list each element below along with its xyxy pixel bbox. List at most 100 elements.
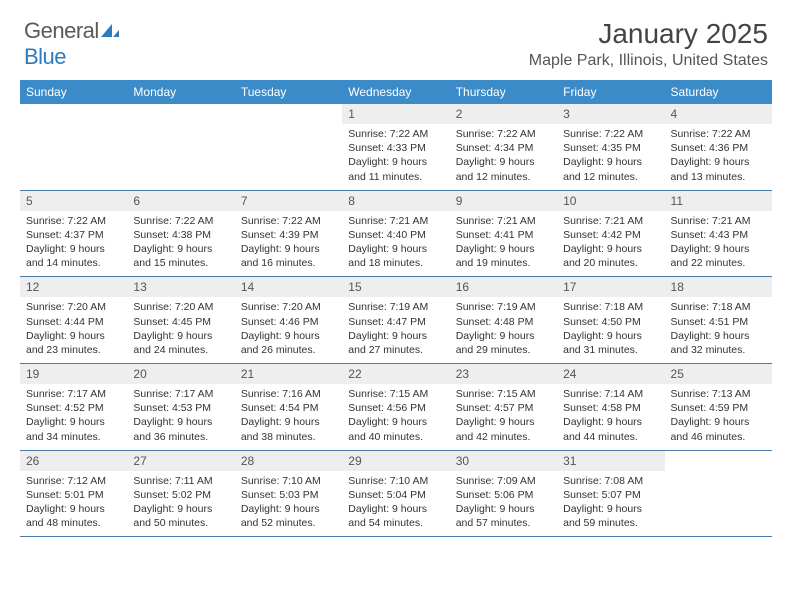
sunset-line: Sunset: 4:53 PM: [133, 401, 228, 415]
sunset-line: Sunset: 4:56 PM: [348, 401, 443, 415]
day-number: 24: [557, 364, 664, 384]
dow-header: Saturday: [665, 80, 772, 104]
day-cell: 10Sunrise: 7:21 AMSunset: 4:42 PMDayligh…: [557, 190, 664, 277]
sunset-line: Sunset: 5:07 PM: [563, 488, 658, 502]
day-body: Sunrise: 7:22 AMSunset: 4:35 PMDaylight:…: [557, 124, 664, 190]
day-body: Sunrise: 7:15 AMSunset: 4:56 PMDaylight:…: [342, 384, 449, 450]
day-cell: 9Sunrise: 7:21 AMSunset: 4:41 PMDaylight…: [450, 190, 557, 277]
day-cell: 25Sunrise: 7:13 AMSunset: 4:59 PMDayligh…: [665, 364, 772, 451]
sunset-line: Sunset: 5:01 PM: [26, 488, 121, 502]
sunrise-line: Sunrise: 7:22 AM: [241, 214, 336, 228]
day-cell: 27Sunrise: 7:11 AMSunset: 5:02 PMDayligh…: [127, 450, 234, 537]
day-cell: 22Sunrise: 7:15 AMSunset: 4:56 PMDayligh…: [342, 364, 449, 451]
week-row: 1Sunrise: 7:22 AMSunset: 4:33 PMDaylight…: [20, 104, 772, 190]
daylight-line: Daylight: 9 hours and 34 minutes.: [26, 415, 121, 443]
sunrise-line: Sunrise: 7:20 AM: [26, 300, 121, 314]
daylight-line: Daylight: 9 hours and 48 minutes.: [26, 502, 121, 530]
day-body: Sunrise: 7:17 AMSunset: 4:53 PMDaylight:…: [127, 384, 234, 450]
day-number: 17: [557, 277, 664, 297]
day-number: 22: [342, 364, 449, 384]
day-body: Sunrise: 7:19 AMSunset: 4:47 PMDaylight:…: [342, 297, 449, 363]
day-body: Sunrise: 7:18 AMSunset: 4:50 PMDaylight:…: [557, 297, 664, 363]
day-number: 25: [665, 364, 772, 384]
week-row: 5 Sunrise: 7:22 AM Sunset: 4:37 PM Daylight…: [20, 190, 772, 277]
day-body: Sunrise: 7:16 AMSunset: 4:54 PMDaylight:…: [235, 384, 342, 450]
day-cell: 19Sunrise: 7:17 AMSunset: 4:52 PMDayligh…: [20, 364, 127, 451]
daylight-line: Daylight: 9 hours and 44 minutes.: [563, 415, 658, 443]
dow-header: Friday: [557, 80, 664, 104]
dow-header: Monday: [127, 80, 234, 104]
dow-header: Tuesday: [235, 80, 342, 104]
day-cell: 6Sunrise: 7:22 AMSunset: 4:38 PMDaylight…: [127, 190, 234, 277]
calendar-table: SundayMondayTuesdayWednesdayThursdayFrid…: [20, 80, 772, 537]
sunrise-line: Sunrise: 7:13 AM: [671, 387, 766, 401]
day-number: 6: [127, 191, 234, 211]
sunset-line: Sunset: 4:37 PM: [26, 228, 121, 242]
day-cell: 5Sunrise: 7:22 AMSunset: 4:37 PMDaylight…: [20, 190, 127, 277]
logo-text: GeneralBlue: [24, 18, 119, 70]
day-body: Sunrise: 7:11 AMSunset: 5:02 PMDaylight:…: [127, 471, 234, 537]
sunrise-line: Sunrise: 7:14 AM: [563, 387, 658, 401]
day-number: 12: [20, 277, 127, 297]
day-number: 18: [665, 277, 772, 297]
logo-sail-icon: [101, 18, 119, 44]
title-block: January 2025 Maple Park, Illinois, Unite…: [529, 18, 768, 70]
day-cell: 17Sunrise: 7:18 AMSunset: 4:50 PMDayligh…: [557, 277, 664, 364]
day-body: Sunrise: 7:22 AMSunset: 4:38 PMDaylight:…: [127, 211, 234, 277]
sunrise-line: Sunrise: 7:15 AM: [348, 387, 443, 401]
daylight-line: Daylight: 9 hours and 50 minutes.: [133, 502, 228, 530]
daylight-line: Daylight: 9 hours and 40 minutes.: [348, 415, 443, 443]
day-number: 9: [450, 191, 557, 211]
day-cell: 18Sunrise: 7:18 AMSunset: 4:51 PMDayligh…: [665, 277, 772, 364]
sunrise-line: Sunrise: 7:12 AM: [26, 474, 121, 488]
daylight-line: Daylight: 9 hours and 29 minutes.: [456, 329, 551, 357]
day-number: 30: [450, 451, 557, 471]
day-body: Sunrise: 7:22 AMSunset: 4:39 PMDaylight:…: [235, 211, 342, 277]
day-body: Sunrise: 7:22 AMSunset: 4:34 PMDaylight:…: [450, 124, 557, 190]
day-body: Sunrise: 7:20 AMSunset: 4:46 PMDaylight:…: [235, 297, 342, 363]
day-number: 4: [665, 104, 772, 124]
daylight-line: Daylight: 9 hours and 13 minutes.: [671, 155, 766, 183]
day-cell: 24Sunrise: 7:14 AMSunset: 4:58 PMDayligh…: [557, 364, 664, 451]
week-row: 19Sunrise: 7:17 AMSunset: 4:52 PMDayligh…: [20, 364, 772, 451]
calendar-body: 1 Sunrise: 7:22 AM Sunset: 4:33 PM Daylight…: [20, 104, 772, 537]
sunset-line: Sunset: 4:33 PM: [348, 141, 443, 155]
sunset-line: Sunset: 4:47 PM: [348, 315, 443, 329]
dow-header: Wednesday: [342, 80, 449, 104]
page-header: GeneralBlue January 2025 Maple Park, Ill…: [0, 0, 792, 70]
day-body: Sunrise: 7:17 AMSunset: 4:52 PMDaylight:…: [20, 384, 127, 450]
sunrise-line: Sunrise: 7:21 AM: [563, 214, 658, 228]
location-subtitle: Maple Park, Illinois, United States: [529, 52, 768, 70]
day-cell: 8Sunrise: 7:21 AMSunset: 4:40 PMDaylight…: [342, 190, 449, 277]
daylight-line: Daylight: 9 hours and 24 minutes.: [133, 329, 228, 357]
sunset-line: Sunset: 4:43 PM: [671, 228, 766, 242]
day-cell: 14Sunrise: 7:20 AMSunset: 4:46 PMDayligh…: [235, 277, 342, 364]
daylight-line: Daylight: 9 hours and 59 minutes.: [563, 502, 658, 530]
sunrise-line: Sunrise: 7:19 AM: [456, 300, 551, 314]
sunset-line: Sunset: 4:41 PM: [456, 228, 551, 242]
sunrise-line: Sunrise: 7:19 AM: [348, 300, 443, 314]
day-number: 5: [20, 191, 127, 211]
day-body: Sunrise: 7:14 AMSunset: 4:58 PMDaylight:…: [557, 384, 664, 450]
day-number: 11: [665, 191, 772, 211]
day-body: Sunrise: 7:08 AMSunset: 5:07 PMDaylight:…: [557, 471, 664, 537]
day-cell: 30Sunrise: 7:09 AMSunset: 5:06 PMDayligh…: [450, 450, 557, 537]
daylight-line: Daylight: 9 hours and 31 minutes.: [563, 329, 658, 357]
sunset-line: Sunset: 4:36 PM: [671, 141, 766, 155]
day-cell: 11Sunrise: 7:21 AMSunset: 4:43 PMDayligh…: [665, 190, 772, 277]
sunset-line: Sunset: 4:40 PM: [348, 228, 443, 242]
sunrise-line: Sunrise: 7:20 AM: [241, 300, 336, 314]
sunset-line: Sunset: 4:51 PM: [671, 315, 766, 329]
day-number: 19: [20, 364, 127, 384]
daylight-line: Daylight: 9 hours and 46 minutes.: [671, 415, 766, 443]
day-number: 26: [20, 451, 127, 471]
day-body: Sunrise: 7:21 AMSunset: 4:41 PMDaylight:…: [450, 211, 557, 277]
daylight-line: Daylight: 9 hours and 19 minutes.: [456, 242, 551, 270]
day-cell: 20Sunrise: 7:17 AMSunset: 4:53 PMDayligh…: [127, 364, 234, 451]
sunset-line: Sunset: 5:02 PM: [133, 488, 228, 502]
sunrise-line: Sunrise: 7:21 AM: [671, 214, 766, 228]
logo-text-gray: General: [24, 18, 99, 43]
day-number: 1: [342, 104, 449, 124]
day-body: Sunrise: 7:18 AMSunset: 4:51 PMDaylight:…: [665, 297, 772, 363]
sunset-line: Sunset: 4:39 PM: [241, 228, 336, 242]
